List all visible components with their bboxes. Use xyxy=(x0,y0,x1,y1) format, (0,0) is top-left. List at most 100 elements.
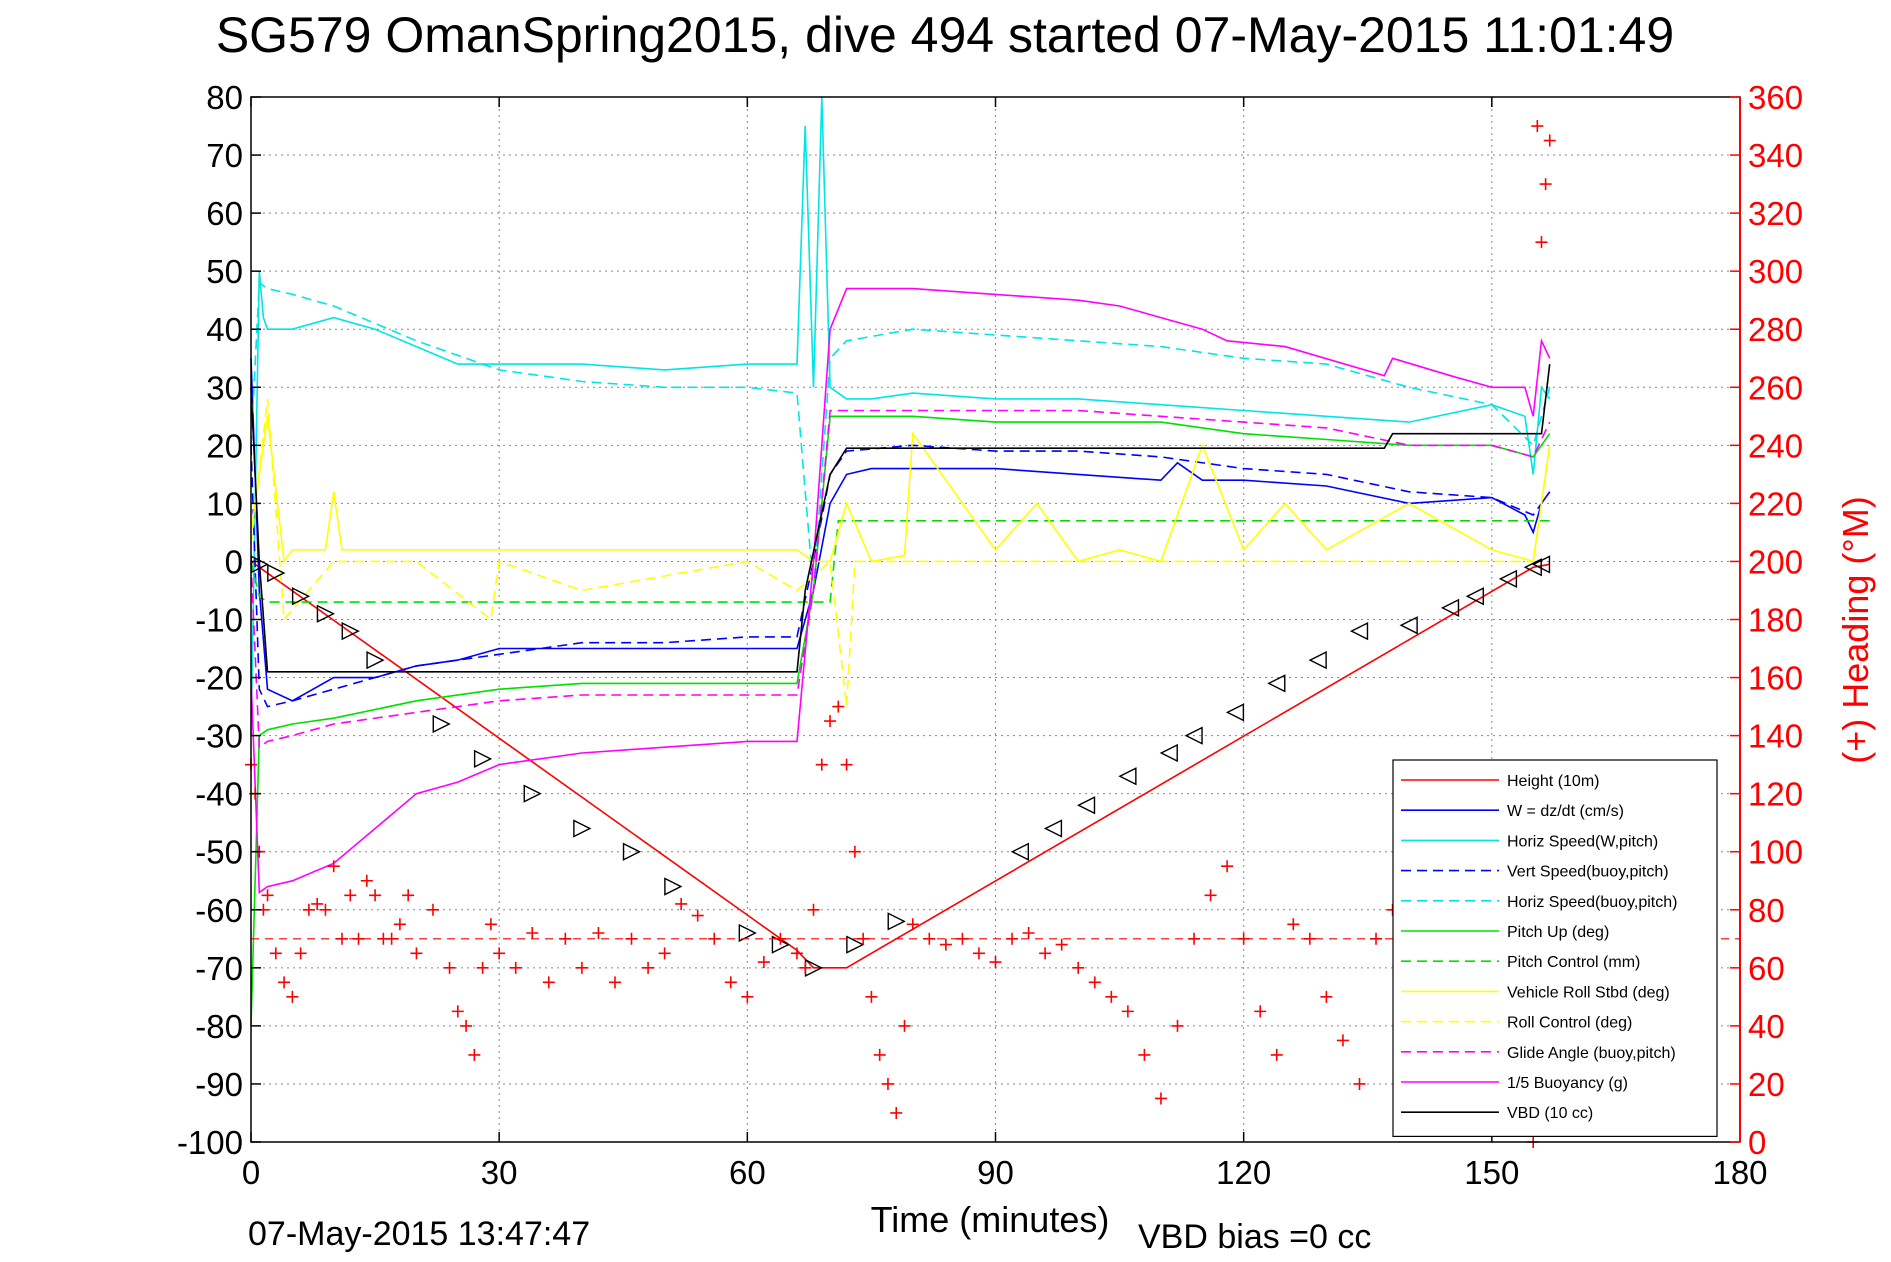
heading-point xyxy=(1320,990,1333,1003)
heading-point xyxy=(1303,932,1316,945)
heading-point xyxy=(261,889,274,902)
heading-point xyxy=(708,932,721,945)
legend-label: W = dz/dt (cm/s) xyxy=(1507,803,1624,820)
legend-label: Horiz Speed(buoy,pitch) xyxy=(1507,894,1677,911)
heading-point xyxy=(1006,932,1019,945)
right-tick-label: 320 xyxy=(1748,195,1803,232)
y-tick-label: -60 xyxy=(195,892,243,929)
heading-point xyxy=(468,1048,481,1061)
heading-point xyxy=(724,976,737,989)
x-tick-label: 90 xyxy=(977,1154,1014,1191)
depth-marker xyxy=(1465,587,1484,606)
heading-point xyxy=(1105,990,1118,1003)
heading-point xyxy=(476,961,489,974)
heading-point xyxy=(857,932,870,945)
heading-point xyxy=(799,961,812,974)
right-tick-label: 340 xyxy=(1748,137,1803,174)
right-tick-label: 300 xyxy=(1748,253,1803,290)
heading-point xyxy=(890,1106,903,1119)
heading-point xyxy=(1138,1048,1151,1061)
heading-point xyxy=(757,956,770,969)
y-tick-label: 60 xyxy=(206,195,243,232)
y-tick-label: -40 xyxy=(195,776,243,813)
x-tick-label: 120 xyxy=(1216,1154,1271,1191)
right-tick-label: 160 xyxy=(1748,660,1803,697)
heading-point xyxy=(824,715,837,728)
heading-point xyxy=(840,758,853,771)
right-tick-label: 40 xyxy=(1748,1008,1785,1045)
heading-point xyxy=(352,932,365,945)
heading-point xyxy=(1072,961,1085,974)
legend-label: Vehicle Roll Stbd (deg) xyxy=(1507,984,1670,1001)
depth-marker xyxy=(523,784,542,803)
heading-point xyxy=(642,961,655,974)
heading-point xyxy=(426,903,439,916)
depth-marker xyxy=(1399,616,1418,635)
heading-point xyxy=(278,976,291,989)
series-horiz-speed-buoy-pitch xyxy=(250,281,1551,591)
heading-point xyxy=(1254,1005,1267,1018)
depth-marker xyxy=(622,842,642,861)
legend-label: Vert Speed(buoy,pitch) xyxy=(1507,864,1669,881)
heading-point xyxy=(335,932,348,945)
heading-point xyxy=(956,932,969,945)
series-roll-control-deg xyxy=(250,398,1551,707)
heading-point xyxy=(1221,860,1234,873)
axes: 0 30 60 90 120 150 18080706050403020100-10-20-… xyxy=(177,79,1803,1191)
depth-marker xyxy=(1159,743,1178,763)
depth-marker xyxy=(1010,842,1030,861)
y-tick-label: 50 xyxy=(206,253,243,290)
heading-point xyxy=(1171,1019,1184,1032)
heading-point xyxy=(402,889,415,902)
chart-title: SG579 OmanSpring2015, dive 494 started 0… xyxy=(216,7,1674,63)
y-tick-label: 0 xyxy=(225,543,243,580)
right-tick-label: 120 xyxy=(1748,776,1803,813)
heading-point xyxy=(1237,932,1250,945)
depth-marker xyxy=(664,877,683,896)
heading-point xyxy=(906,918,919,931)
heading-point xyxy=(319,903,332,916)
heading-point xyxy=(865,990,878,1003)
heading-point xyxy=(1336,1034,1349,1047)
heading-point xyxy=(1531,120,1544,133)
heading-point xyxy=(344,889,357,902)
heading-point xyxy=(393,918,406,931)
y-tick-label: -80 xyxy=(195,1008,243,1045)
y-tick-label: -70 xyxy=(195,950,243,987)
y-tick-label: 20 xyxy=(206,427,243,464)
depth-marker xyxy=(887,912,906,931)
heading-point xyxy=(443,961,456,974)
legend-label: Glide Angle (buoy,pitch) xyxy=(1507,1045,1676,1062)
heading-point xyxy=(898,1019,911,1032)
heading-point xyxy=(625,932,638,945)
depth-marker xyxy=(1184,726,1203,745)
grid xyxy=(251,97,1740,1142)
heading-point xyxy=(294,947,307,960)
heading-point xyxy=(592,927,605,939)
heading-point xyxy=(493,947,506,960)
y-tick-label: 80 xyxy=(206,79,243,116)
x-tick-label: 0 xyxy=(242,1154,260,1191)
right-tick-label: 80 xyxy=(1748,892,1785,929)
right-tick-label: 180 xyxy=(1748,602,1803,639)
depth-marker xyxy=(1308,651,1327,670)
series-glide-angle-buoy-pitch xyxy=(250,409,1551,749)
right-tick-label: 280 xyxy=(1748,311,1803,348)
right-tick-label: 0 xyxy=(1748,1124,1766,1161)
heading-point xyxy=(1204,889,1217,902)
series-layer xyxy=(250,96,1551,1026)
depth-marker xyxy=(432,714,451,734)
heading-point xyxy=(559,932,572,945)
heading-point xyxy=(881,1077,894,1090)
series-pitch-up-deg xyxy=(250,415,1551,1026)
heading-point xyxy=(575,961,588,974)
y-tick-label: -90 xyxy=(195,1066,243,1103)
heading-point xyxy=(1539,178,1552,191)
y-tick-label: 40 xyxy=(206,311,243,348)
depth-markers-layer xyxy=(250,555,1551,977)
depth-marker xyxy=(1118,767,1137,786)
heading-point xyxy=(1353,1077,1366,1090)
y-tick-label: -30 xyxy=(195,718,243,755)
y-tick-label: 30 xyxy=(206,369,243,406)
heading-point xyxy=(269,947,282,960)
